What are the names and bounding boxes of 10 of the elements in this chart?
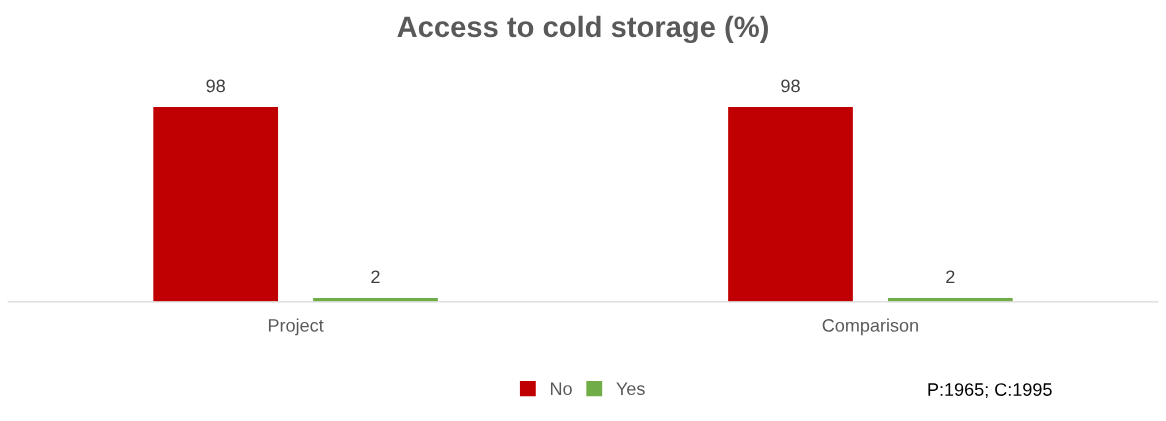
legend-label: No	[550, 382, 572, 396]
legend-label: Yes	[616, 382, 645, 396]
data-label: 2	[946, 270, 955, 284]
data-label: 2	[371, 270, 380, 284]
data-label: 98	[206, 79, 225, 93]
text: P:1965; C:1995	[928, 383, 1052, 399]
data-label: 98	[781, 79, 800, 93]
chart-title: Access to cold storage (%)	[397, 15, 768, 44]
x-tick-label: Comparison	[822, 318, 918, 336]
x-tick-label: Project	[268, 318, 324, 336]
